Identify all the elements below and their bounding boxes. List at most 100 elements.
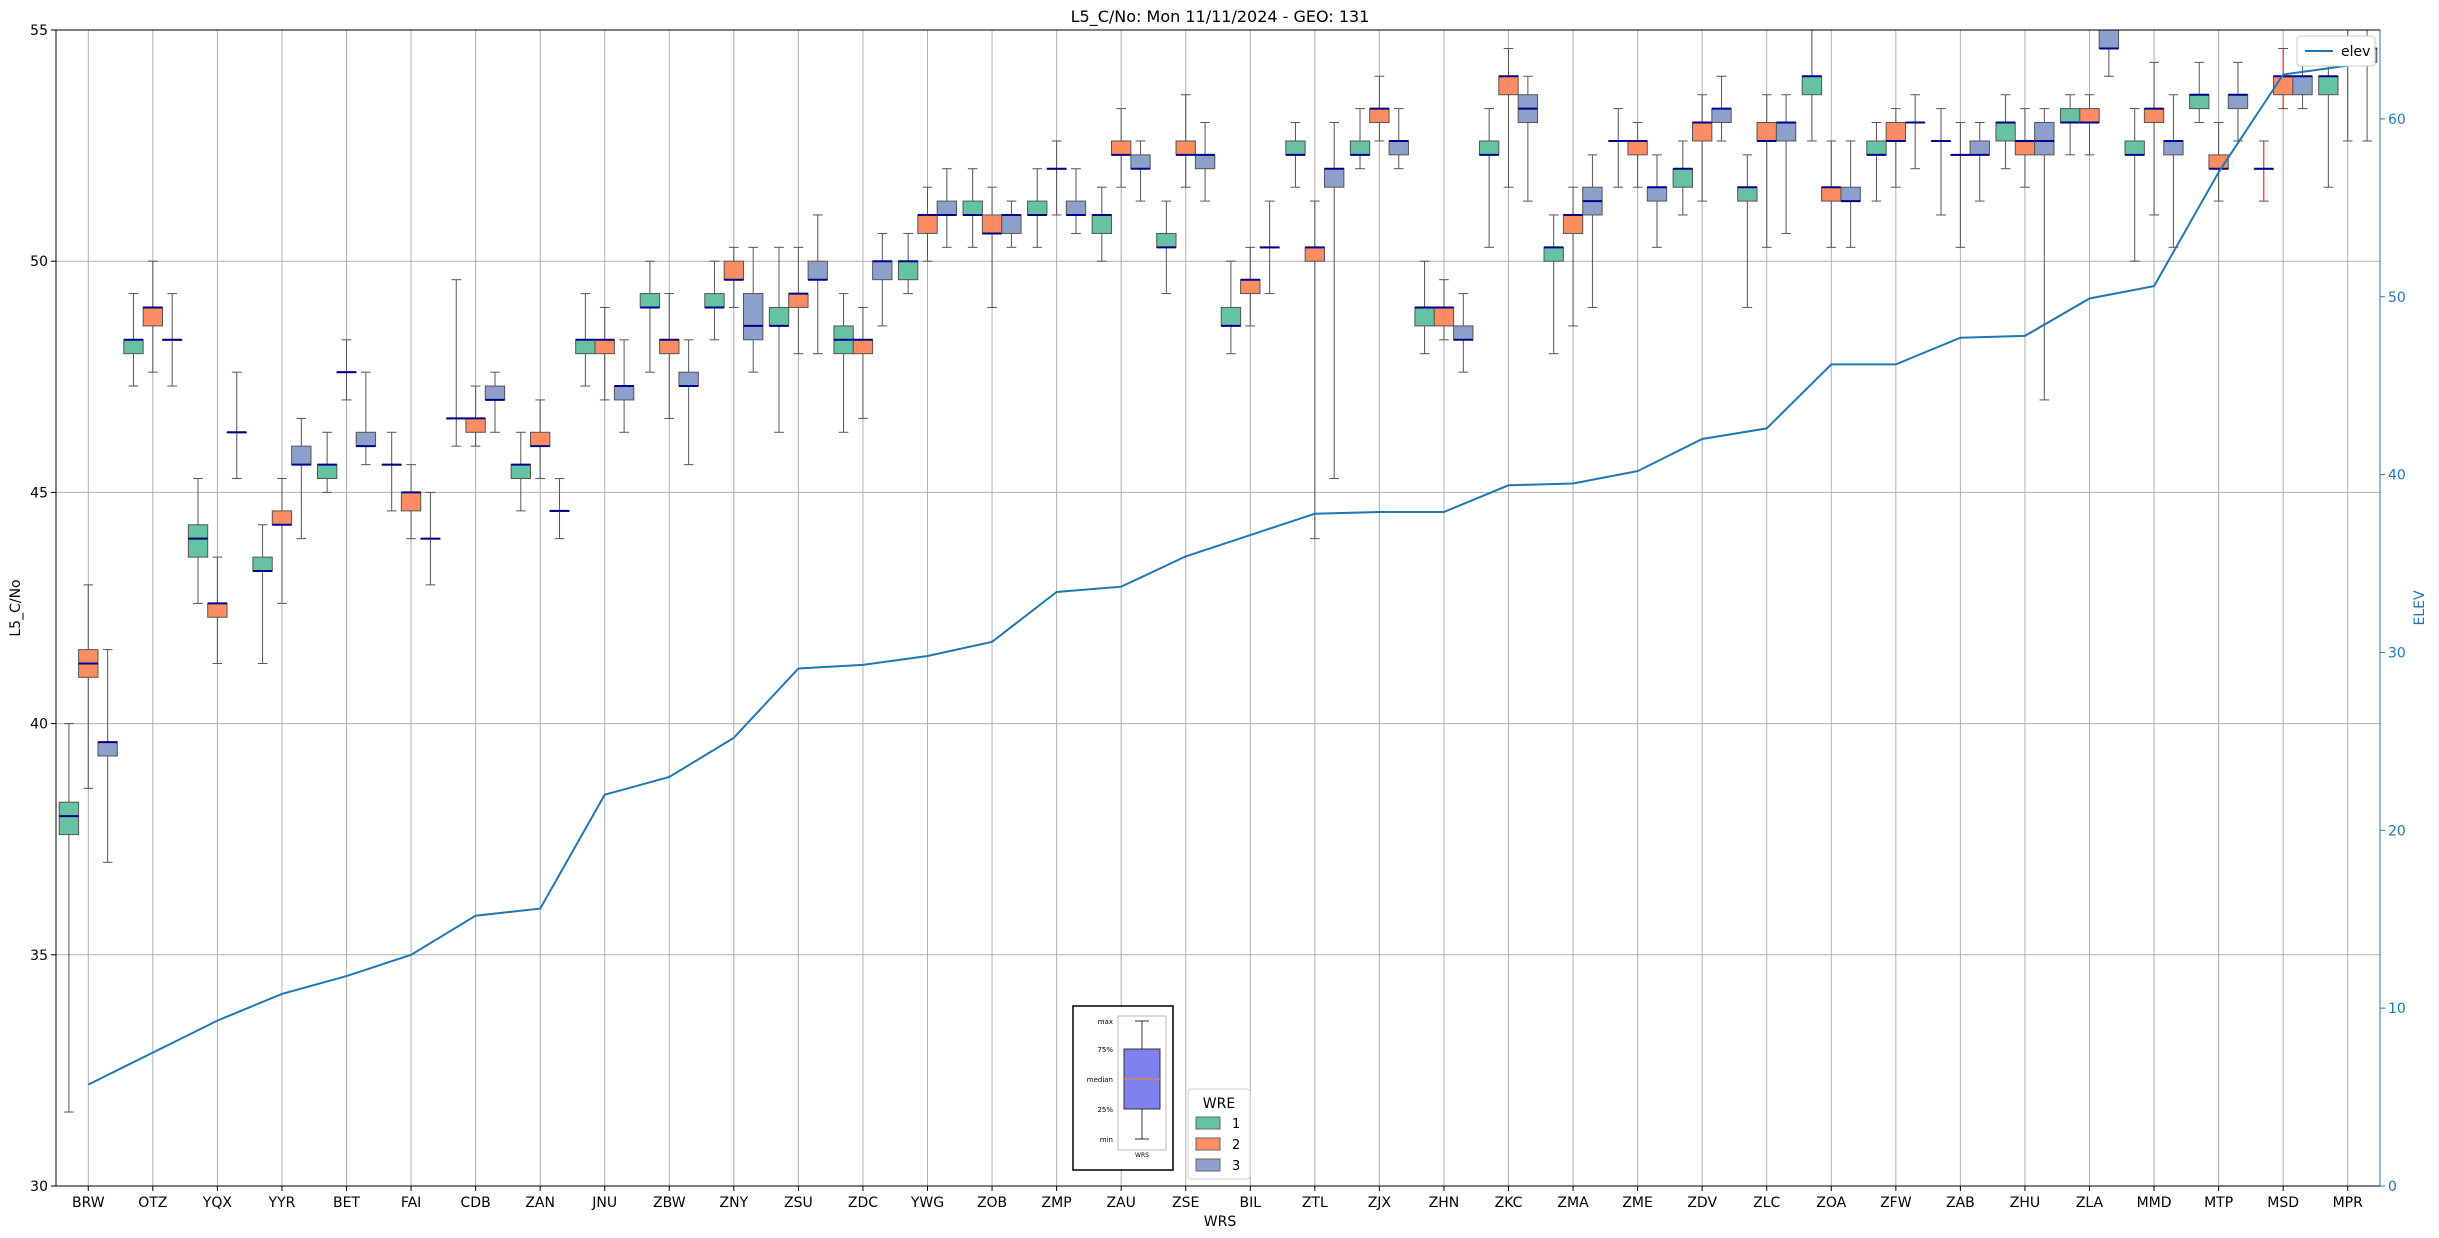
iqr-box xyxy=(1220,306,1242,327)
box-wre-1 xyxy=(1027,168,1048,248)
iqr-box xyxy=(2318,75,2339,96)
iqr-box xyxy=(1240,279,1261,295)
box-wre-1 xyxy=(1349,108,1371,170)
iqr-box xyxy=(529,431,551,447)
box-wre-2 xyxy=(207,556,228,664)
box-wre-3 xyxy=(355,371,377,466)
box-wre-2 xyxy=(659,293,680,419)
x-tick-label: ZLA xyxy=(2076,1195,2104,1211)
x-tick-label: ZTL xyxy=(1302,1195,1328,1211)
inset-key-label-max: max xyxy=(1098,1018,1113,1026)
wre-legend-label-3: 3 xyxy=(1232,1159,1240,1174)
iqr-box xyxy=(1737,186,1758,202)
iqr-box xyxy=(207,602,228,618)
box-wre-2 xyxy=(529,399,551,480)
box-wre-3 xyxy=(1905,94,1926,170)
box-wre-2 xyxy=(981,186,1003,308)
iqr-box xyxy=(2292,75,2313,96)
box-wre-1 xyxy=(1220,260,1242,355)
iqr-box xyxy=(1349,140,1371,156)
elev-series-line xyxy=(87,64,2348,1086)
box-wre-1 xyxy=(381,431,402,512)
box-wre-3 xyxy=(162,293,183,387)
inset-key-xlabel: WRS xyxy=(1135,1152,1149,1159)
box-wre-1 xyxy=(123,293,144,387)
x-tick-label: MSD xyxy=(2267,1195,2299,1211)
iqr-box xyxy=(743,293,764,341)
box-wre-1 xyxy=(1414,260,1435,355)
y-axis-left: 30 35 40 45 50 55 xyxy=(30,23,56,1195)
y2-axis-label: ELEV xyxy=(2412,590,2428,625)
box-wre-2 xyxy=(142,260,164,373)
box-wre-3 xyxy=(1646,154,1668,248)
iqr-box xyxy=(1885,121,1907,142)
inset-key-label-min: min xyxy=(1100,1136,1113,1144)
box-wre-1 xyxy=(1285,121,1306,188)
iqr-box xyxy=(252,556,273,572)
iqr-box xyxy=(936,200,958,216)
box-wre-1 xyxy=(1608,108,1629,188)
x-tick-label: ZOB xyxy=(977,1195,1007,1211)
box-wre-3 xyxy=(2163,94,2184,248)
iqr-box xyxy=(1194,154,1216,170)
box-wre-1 xyxy=(768,246,790,433)
box-wre-2 xyxy=(2079,94,2100,156)
box-wre-1 xyxy=(58,723,80,1113)
box-wre-3 xyxy=(1969,121,1990,202)
y-axis-label: L5_C/No xyxy=(8,579,24,636)
x-tick-label: ZMP xyxy=(1042,1195,1072,1211)
iqr-box xyxy=(1543,246,1564,262)
iqr-box xyxy=(852,339,874,355)
wre-legend-frame xyxy=(1187,1088,1251,1180)
box-wre-3 xyxy=(1453,293,1474,373)
box-wre-3 xyxy=(1711,75,1732,142)
box-wre-2 xyxy=(1304,200,1326,540)
iqr-box xyxy=(1969,140,1990,156)
iqr-box xyxy=(2079,108,2100,123)
box-wre-2 xyxy=(1046,140,1067,216)
box-wre-3 xyxy=(1840,140,1861,248)
box-wre-2 xyxy=(336,339,357,401)
box-wre-1 xyxy=(575,293,596,387)
x-axis-label: WRS xyxy=(1204,1214,1237,1230)
x-axis: BRW OTZ YQX YYR BET FAI CDB ZAN JNU ZBW ZNY ZSU ZDC Y… xyxy=(72,1186,2363,1211)
iqr-box xyxy=(2014,140,2036,156)
iqr-box xyxy=(807,260,828,281)
iqr-box xyxy=(123,339,144,355)
box-wre-3 xyxy=(613,339,635,433)
box-wre-2 xyxy=(917,186,938,262)
iqr-box xyxy=(981,214,1003,234)
box-wre-1 xyxy=(1478,108,1500,248)
box-wre-2 xyxy=(1240,246,1261,327)
iqr-box xyxy=(142,306,164,327)
box-wre-3 xyxy=(807,214,828,355)
box-wre-3 xyxy=(743,246,764,373)
iqr-box xyxy=(1065,200,1087,216)
box-wre-1 xyxy=(2189,61,2210,123)
box-wre-2 xyxy=(1691,94,1713,202)
box-wre-2 xyxy=(1369,75,1390,142)
iqr-box xyxy=(1711,108,1732,123)
box-wre-2 xyxy=(1885,108,1907,188)
iqr-box xyxy=(768,306,790,327)
x-tick-label: ZLC xyxy=(1753,1195,1780,1211)
iqr-box xyxy=(1130,154,1151,170)
iqr-box xyxy=(1478,140,1500,156)
box-wre-3 xyxy=(1517,75,1539,202)
line-legend-frame xyxy=(2296,35,2376,67)
wre-legend-swatch-3 xyxy=(1195,1158,1221,1172)
wre-legend-label-1: 1 xyxy=(1232,1117,1240,1132)
box-layer xyxy=(58,29,2378,1113)
iqr-box xyxy=(1775,121,1797,142)
box-wre-1 xyxy=(1091,186,1112,262)
box-wre-2 xyxy=(400,464,422,540)
x-tick-label: ZHN xyxy=(1429,1195,1460,1211)
box-wre-3 xyxy=(1259,200,1280,295)
box-wre-1 xyxy=(1866,121,1887,202)
iqr-box xyxy=(2098,29,2120,49)
box-wre-3 xyxy=(291,417,312,540)
iqr-box xyxy=(2189,94,2210,110)
box-wre-1 xyxy=(833,293,854,433)
x-tick-label: ZDV xyxy=(1687,1195,1717,1211)
iqr-box xyxy=(1672,168,1693,188)
